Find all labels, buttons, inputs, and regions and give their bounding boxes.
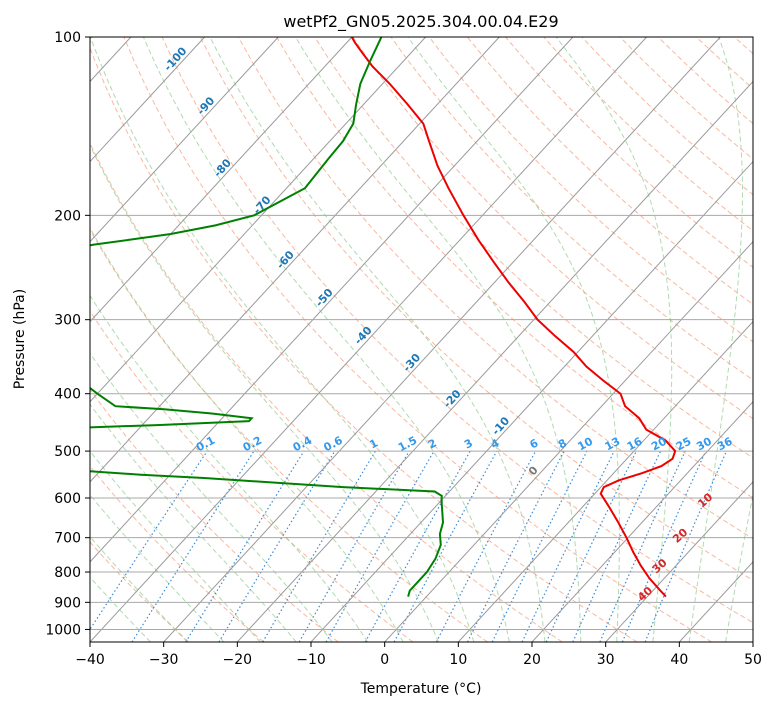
x-tick-label: 20 xyxy=(523,652,541,668)
mixing-ratio-label: 30 xyxy=(694,435,714,454)
y-tick-label: 1000 xyxy=(45,622,81,638)
background-lines xyxy=(90,37,753,642)
x-tick-label: −30 xyxy=(149,652,179,668)
mixing-ratio-label: 20 xyxy=(649,435,669,454)
profiles xyxy=(90,37,677,598)
y-tick-label: 700 xyxy=(54,531,81,547)
x-axis-label: Temperature (°C) xyxy=(360,681,482,697)
grid-lines xyxy=(90,37,753,642)
mixing-ratio-label: 36 xyxy=(715,435,735,454)
x-tick-label: 0 xyxy=(380,652,389,668)
y-tick-label: 300 xyxy=(54,313,81,329)
axes: −40 −30 −20 −10 0 10 20 30 40 50 100 200 300 400 500 60… xyxy=(45,30,762,668)
x-tick-label: 30 xyxy=(597,652,615,668)
y-tick-label: 100 xyxy=(54,30,81,46)
chart-title: wetPf2_GN05.2025.304.00.04.E29 xyxy=(283,12,558,32)
x-tick-label: 40 xyxy=(670,652,688,668)
y-tick-label: 200 xyxy=(54,208,81,224)
mixing-ratio-label: 13 xyxy=(603,435,623,454)
plot-background xyxy=(90,37,753,642)
y-tick-label: 500 xyxy=(54,444,81,460)
y-tick-label: 900 xyxy=(54,595,81,611)
temperature-line xyxy=(351,37,677,598)
x-tick-label: 50 xyxy=(744,652,762,668)
mixing-ratio-label: 10 xyxy=(575,435,595,454)
dewpoint-line xyxy=(90,37,445,597)
x-tick-label: −20 xyxy=(223,652,253,668)
y-tick-label: 400 xyxy=(54,387,81,403)
plot-frame xyxy=(89,36,754,643)
y-axis-label: Pressure (hPa) xyxy=(12,289,28,389)
mixing-ratio-label: 25 xyxy=(674,435,694,454)
mixing-ratio-label: 16 xyxy=(625,435,645,454)
x-tick-label: 10 xyxy=(449,652,467,668)
x-tick-label: −10 xyxy=(296,652,326,668)
x-tick-label: −40 xyxy=(75,652,105,668)
y-tick-label: 600 xyxy=(54,491,81,507)
y-tick-label: 800 xyxy=(54,565,81,581)
